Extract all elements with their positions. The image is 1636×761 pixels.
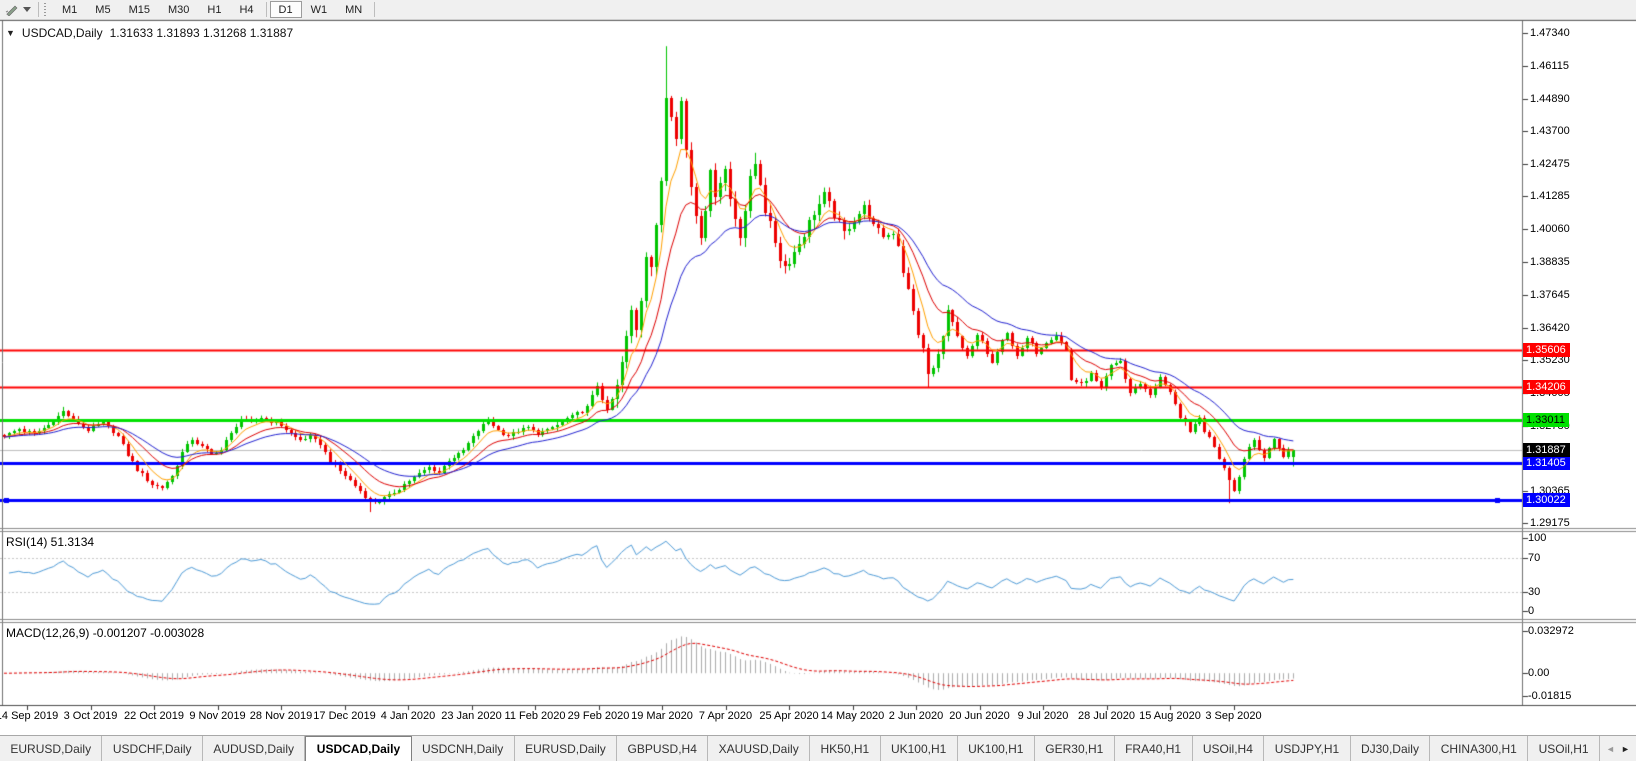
tool-dropdown-caret-icon[interactable] (23, 7, 31, 12)
date-axis-label: 7 Apr 2020 (698, 710, 753, 722)
macd-scale-label: 0.00 (1528, 667, 1550, 680)
tab-usdcnh-daily[interactable]: USDCNH,Daily (412, 736, 515, 761)
price-axis-label: 1.43700 (1530, 125, 1570, 138)
date-axis-label: 2 Jun 2020 (888, 710, 944, 722)
date-axis-label: 9 Nov 2019 (189, 710, 246, 722)
price-axis-label: 1.36420 (1530, 321, 1570, 334)
tab-ger30-h1[interactable]: GER30,H1 (1035, 736, 1115, 761)
price-axis-label: 1.37645 (1530, 288, 1570, 301)
tab-usdjpy-h1[interactable]: USDJPY,H1 (1264, 736, 1351, 761)
macd-indicator-label: MACD(12,26,9) -0.001207 -0.003028 (6, 626, 205, 640)
chart-title-symbol: USDCAD,Daily (21, 26, 103, 40)
macd-scale-label: 0.032972 (1528, 625, 1574, 638)
date-axis-label: 11 Feb 2020 (504, 710, 566, 722)
tab-gbpusd-h4[interactable]: GBPUSD,H4 (617, 736, 709, 761)
chart-window: ▼ USDCAD,Daily 1.31633 1.31893 1.31268 1… (0, 20, 1636, 735)
price-axis-label: 1.44890 (1530, 93, 1570, 106)
timeframe-button-m30[interactable]: M30 (167, 3, 190, 16)
date-axis-label: 20 Jun 2020 (949, 710, 1010, 722)
timeframe-button-d1[interactable]: D1 (269, 1, 302, 18)
rsi-scale-label: 100 (1528, 532, 1547, 544)
price-level-label[interactable]: 1.35606 (1523, 342, 1570, 357)
tab-usdchf-daily[interactable]: USDCHF,Daily (102, 736, 203, 761)
date-axis-label: 14 Sep 2019 (0, 710, 59, 722)
tab-dj30-daily[interactable]: DJ30,Daily (1351, 736, 1431, 761)
timeframe-button-m5[interactable]: M5 (95, 3, 111, 16)
timeframe-button-h1[interactable]: H1 (207, 3, 222, 16)
timeframe-button-m15[interactable]: M15 (128, 3, 150, 16)
price-axis-label: 1.41285 (1530, 190, 1570, 203)
rsi-scale-label: 70 (1528, 551, 1541, 564)
tab-china300-h1[interactable]: CHINA300,H1 (1430, 736, 1529, 761)
toolbar-separator (38, 2, 39, 17)
date-axis-label: 25 Apr 2020 (759, 710, 819, 722)
toolbar-grip[interactable] (44, 3, 49, 16)
price-axis-label: 1.46115 (1530, 60, 1569, 73)
rsi-scale-label: 30 (1528, 586, 1541, 599)
date-axis-label: 22 Oct 2019 (124, 710, 184, 722)
price-level-label[interactable]: 1.33011 (1523, 412, 1569, 427)
price-axis-label: 1.29175 (1530, 517, 1570, 530)
timeframe-button-mn[interactable]: MN (345, 3, 363, 16)
date-axis-label: 28 Nov 2019 (249, 710, 313, 722)
price-level-label[interactable]: 1.34206 (1523, 380, 1570, 395)
toolbar-separator (374, 2, 376, 17)
date-axis-label: 14 May 2020 (820, 710, 885, 722)
date-axis-label: 17 Dec 2019 (313, 710, 376, 722)
timeframe-button-h4[interactable]: H4 (239, 3, 254, 16)
tab-scroll-left-icon[interactable]: ◄ (1606, 743, 1615, 754)
price-level-label[interactable]: 1.30022 (1523, 493, 1570, 508)
price-axis-label: 1.38835 (1530, 256, 1570, 269)
symbol-dropdown-icon[interactable]: ▼ (6, 28, 15, 38)
macd-scale-label: -0.01815 (1528, 690, 1572, 703)
rsi-scale-label: 0 (1528, 605, 1535, 617)
current-price-label: 1.31887 (1523, 442, 1570, 457)
tab-usoil-h1[interactable]: USOil,H1 (1528, 736, 1600, 761)
price-axis-label: 1.35230 (1530, 353, 1570, 366)
tab-usdcad-daily[interactable]: USDCAD,Daily (305, 736, 412, 761)
chart-tab-bar: EURUSD,Daily USDCHF,Daily AUDUSD,Daily USDC… (0, 735, 1636, 761)
date-axis-label: 15 Aug 2020 (1139, 710, 1201, 722)
tab-eurusd-daily[interactable]: EURUSD,Daily (0, 736, 103, 761)
price-axis-label: 1.40060 (1530, 223, 1570, 236)
tab-uk100-h1[interactable]: UK100,H1 (958, 736, 1035, 761)
chart-title-ohlc: 1.31633 1.31893 1.31268 1.31887 (109, 26, 294, 40)
price-level-label[interactable]: 1.31405 (1523, 455, 1570, 470)
top-toolbar: M1 M5 M15 M30 H1 H4 D1 W1 MN (0, 0, 1636, 20)
date-axis-label: 29 Feb 2020 (567, 710, 630, 722)
tab-hk50-h1[interactable]: HK50,H1 (810, 736, 881, 761)
tab-audusd-daily[interactable]: AUDUSD,Daily (203, 736, 306, 761)
date-axis-label: 3 Oct 2019 (63, 710, 118, 722)
price-axis-label: 1.42475 (1530, 158, 1570, 171)
tab-eurusd-daily[interactable]: EURUSD,Daily (515, 736, 618, 761)
tab-uk100-h1[interactable]: UK100,H1 (881, 736, 958, 761)
tab-fra40-h1[interactable]: FRA40,H1 (1115, 736, 1193, 761)
date-axis-label: 3 Sep 2020 (1205, 710, 1262, 722)
toolbar-separator (265, 2, 267, 17)
date-axis-label: 19 Mar 2020 (631, 710, 693, 722)
rsi-indicator-label: RSI(14) 51.3134 (6, 535, 95, 549)
date-axis-label: 4 Jan 2020 (380, 710, 436, 722)
draw-tool-icon[interactable] (3, 2, 21, 17)
timeframe-button-m1[interactable]: M1 (62, 3, 78, 16)
timeframe-button-w1[interactable]: W1 (310, 3, 328, 16)
date-axis-label: 28 Jul 2020 (1078, 710, 1135, 722)
date-axis-label: 23 Jan 2020 (441, 710, 502, 722)
chart-title: ▼ USDCAD,Daily 1.31633 1.31893 1.31268 1… (6, 26, 293, 40)
date-axis-label: 9 Jul 2020 (1017, 710, 1069, 722)
price-axis-label: 1.47340 (1530, 27, 1570, 39)
tab-scroll-right-icon[interactable]: ► (1621, 743, 1630, 754)
tab-xauusd-daily[interactable]: XAUUSD,Daily (708, 736, 811, 761)
tab-usoil-h4[interactable]: USOil,H4 (1193, 736, 1265, 761)
chart-canvas[interactable] (0, 20, 1636, 735)
